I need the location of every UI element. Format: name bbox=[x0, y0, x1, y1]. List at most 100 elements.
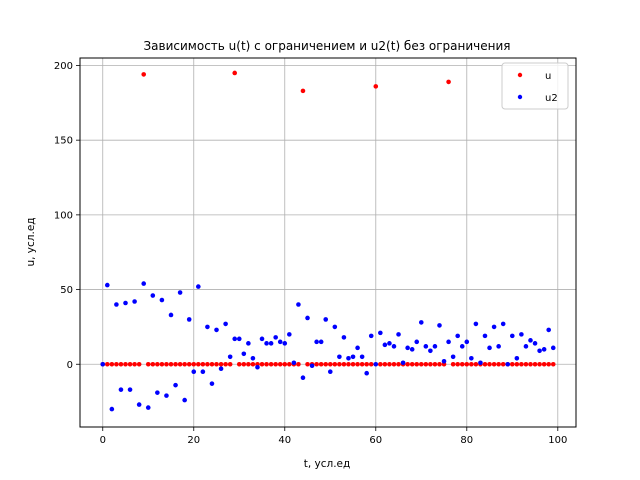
x-tick-label: 0 bbox=[100, 435, 106, 446]
point-u2 bbox=[337, 354, 342, 360]
point-u bbox=[446, 79, 451, 85]
point-u bbox=[168, 361, 174, 367]
point-u bbox=[523, 361, 529, 367]
point-u bbox=[414, 361, 420, 367]
point-u bbox=[341, 361, 347, 367]
point-u bbox=[273, 361, 278, 367]
point-u2 bbox=[309, 363, 315, 369]
point-u bbox=[346, 361, 351, 367]
point-u bbox=[487, 361, 492, 367]
point-u bbox=[418, 361, 424, 367]
point-u2 bbox=[519, 332, 524, 337]
point-u2 bbox=[218, 366, 224, 372]
point-u2 bbox=[423, 344, 429, 349]
point-u bbox=[405, 361, 410, 367]
point-u bbox=[496, 361, 501, 367]
point-u2 bbox=[459, 344, 465, 349]
axis-ticks: 0 20 40 60 80 100 0 50 100 150 200 bbox=[54, 61, 567, 446]
point-u bbox=[432, 361, 438, 367]
point-u bbox=[159, 361, 165, 367]
point-u bbox=[227, 361, 233, 367]
point-u bbox=[105, 361, 110, 367]
point-u2 bbox=[164, 393, 169, 398]
point-u2 bbox=[150, 293, 156, 298]
point-u bbox=[114, 361, 119, 367]
point-u2 bbox=[532, 341, 538, 346]
point-u2 bbox=[214, 327, 219, 333]
legend-marker-u bbox=[517, 72, 523, 78]
point-u2 bbox=[236, 336, 242, 342]
point-u2 bbox=[473, 321, 479, 327]
x-tick-label: 20 bbox=[187, 435, 200, 446]
point-u2 bbox=[250, 355, 256, 361]
point-u2 bbox=[491, 324, 497, 330]
point-u2 bbox=[264, 341, 269, 346]
x-tick-label: 80 bbox=[460, 435, 473, 446]
point-u2 bbox=[282, 341, 288, 346]
point-u2 bbox=[509, 333, 515, 339]
point-u bbox=[519, 361, 524, 367]
point-u bbox=[332, 361, 338, 367]
point-u2 bbox=[396, 332, 401, 337]
point-u bbox=[123, 361, 128, 367]
point-u bbox=[355, 361, 360, 367]
y-axis-label: u, усл.ед bbox=[25, 217, 37, 266]
legend: u u2 bbox=[501, 62, 569, 110]
series-u bbox=[100, 70, 556, 367]
point-u2 bbox=[200, 369, 206, 375]
legend-box bbox=[501, 62, 569, 110]
point-u2 bbox=[109, 406, 115, 412]
point-u bbox=[214, 361, 219, 367]
point-u2 bbox=[523, 344, 529, 349]
point-u bbox=[109, 361, 115, 367]
point-u2 bbox=[232, 336, 238, 342]
point-u bbox=[141, 72, 147, 77]
point-u bbox=[437, 361, 442, 367]
point-u2 bbox=[537, 348, 542, 354]
point-u2 bbox=[209, 381, 215, 386]
point-u2 bbox=[287, 332, 292, 337]
point-u2 bbox=[455, 333, 460, 339]
point-u bbox=[232, 70, 238, 76]
point-u bbox=[200, 361, 206, 367]
point-u2 bbox=[428, 348, 433, 354]
point-u bbox=[218, 361, 224, 367]
point-u bbox=[387, 361, 392, 367]
point-u bbox=[196, 361, 201, 367]
point-u bbox=[209, 361, 215, 367]
chart-title: Зависимость u(t) с ограничением и u2(t) … bbox=[143, 39, 510, 53]
point-u2 bbox=[223, 321, 228, 327]
point-u bbox=[514, 361, 520, 367]
point-u2 bbox=[277, 339, 283, 345]
point-u bbox=[428, 361, 433, 367]
point-u bbox=[300, 88, 306, 94]
point-u2 bbox=[196, 284, 201, 289]
x-tick-label: 100 bbox=[548, 435, 567, 446]
point-u2 bbox=[546, 327, 551, 333]
point-u bbox=[350, 361, 356, 367]
point-u bbox=[296, 361, 301, 367]
point-u bbox=[409, 361, 415, 367]
point-u2 bbox=[136, 402, 142, 407]
point-u2 bbox=[305, 315, 310, 321]
point-u bbox=[132, 361, 137, 367]
point-u bbox=[314, 361, 319, 367]
point-u2 bbox=[387, 341, 392, 346]
point-u bbox=[246, 361, 251, 367]
point-u2 bbox=[450, 354, 456, 360]
point-u bbox=[550, 361, 556, 367]
point-u2 bbox=[168, 312, 174, 318]
point-u2 bbox=[446, 339, 451, 345]
point-u2 bbox=[145, 405, 151, 410]
point-u bbox=[223, 361, 228, 367]
point-u bbox=[186, 361, 192, 367]
point-u2 bbox=[259, 336, 265, 342]
point-u2 bbox=[482, 333, 488, 339]
point-u bbox=[482, 361, 488, 367]
legend-label-u: u bbox=[545, 71, 551, 82]
point-u bbox=[177, 361, 183, 367]
point-u2 bbox=[373, 361, 379, 367]
point-u2 bbox=[496, 344, 501, 349]
point-u bbox=[305, 361, 310, 367]
point-u2 bbox=[464, 339, 470, 345]
